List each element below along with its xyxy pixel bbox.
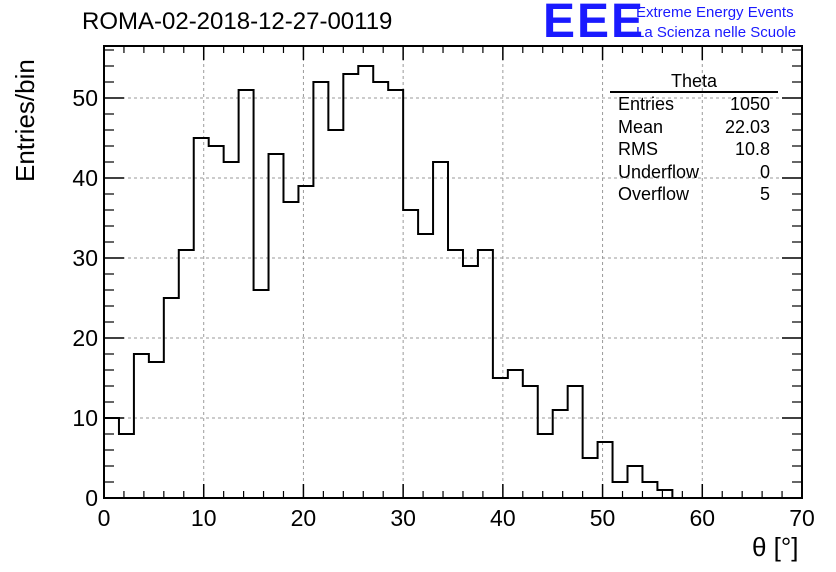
- histogram-bin: [493, 378, 508, 498]
- stat-value: 10.8: [734, 139, 770, 159]
- histogram-bin: [373, 82, 388, 498]
- y-tick-labels: 0 10 20 30 40 50: [72, 85, 98, 511]
- histogram-bin: [478, 250, 493, 498]
- y-tick-label: 40: [72, 165, 98, 191]
- stat-row-mean: Mean 22.03: [610, 116, 778, 139]
- x-tick-label: 30: [390, 505, 416, 531]
- x-tick-label: 0: [98, 505, 111, 531]
- histogram-bin: [523, 386, 538, 498]
- stat-label: Entries: [618, 94, 675, 114]
- histogram-bin: [463, 266, 478, 498]
- histogram-bin: [119, 434, 134, 498]
- histogram-bin: [358, 66, 373, 498]
- stat-label: RMS: [618, 139, 658, 159]
- x-tick-label: 20: [291, 505, 317, 531]
- histogram-bin: [508, 370, 523, 498]
- stat-row-overflow: Overflow 5: [610, 183, 778, 206]
- y-tick-label: 0: [85, 485, 98, 511]
- eee-logo: EEE: [543, 0, 646, 48]
- x-tick-label: 50: [590, 505, 616, 531]
- histogram-bin: [418, 234, 433, 498]
- histogram-bin: [628, 466, 643, 498]
- histogram-bin: [538, 434, 553, 498]
- x-tick-label: 70: [789, 505, 815, 531]
- histogram-bin: [164, 298, 179, 498]
- stat-label: Overflow: [618, 184, 690, 204]
- histogram-bin: [568, 386, 583, 498]
- histogram-bin: [598, 442, 613, 498]
- stat-value: 22.03: [724, 116, 770, 137]
- histogram-step-line: [104, 65, 688, 499]
- stat-label: Underflow: [618, 161, 700, 182]
- stat-row-underflow: Underflow 0: [610, 161, 778, 184]
- logo-caption-line1: Extreme Energy Events: [636, 4, 794, 21]
- histogram-bin: [224, 162, 239, 498]
- histogram-bin: [194, 138, 209, 498]
- histogram-bin: [283, 202, 298, 498]
- histogram-bin: [613, 482, 628, 498]
- y-tick-label: 20: [72, 325, 98, 351]
- y-tick-label: 50: [72, 85, 98, 111]
- chart-title: ROMA-02-2018-12-27-00119: [82, 8, 393, 35]
- histogram-bin: [388, 90, 403, 498]
- y-tick-label: 30: [72, 245, 98, 271]
- histogram-bin: [583, 458, 598, 498]
- histogram-bin: [179, 250, 194, 498]
- histogram-bin: [134, 354, 149, 498]
- grid-lines: [104, 46, 802, 498]
- stat-value: 5: [759, 184, 770, 204]
- histogram-bin: [104, 418, 119, 498]
- histogram-bin: [298, 186, 313, 498]
- histogram-bin: [433, 162, 448, 498]
- stat-value: 0: [759, 161, 770, 182]
- histogram-bin: [343, 74, 358, 498]
- stat-row-entries: Entries 1050: [610, 93, 778, 116]
- stat-row-rms: RMS 10.8: [610, 138, 778, 161]
- x-tick-labels: 0 10 20 30 40 50 60 70: [98, 505, 815, 531]
- x-tick-label: 40: [490, 505, 516, 531]
- stat-label: Mean: [618, 116, 664, 137]
- plot-frame: [103, 45, 803, 499]
- histogram-bin: [269, 154, 284, 498]
- y-tick-label: 10: [72, 405, 98, 431]
- histogram-bin: [313, 82, 328, 498]
- histogram-bin: [149, 362, 164, 498]
- histogram-bin: [254, 290, 269, 498]
- histogram-bin: [553, 410, 568, 498]
- histogram-bin: [642, 482, 657, 498]
- x-tick-label: 10: [191, 505, 217, 531]
- x-axis-label: θ [°]: [752, 532, 799, 562]
- histogram-bin: [657, 490, 672, 498]
- histogram-bin: [448, 250, 463, 498]
- stats-title: Theta: [610, 71, 778, 93]
- logo-caption: Extreme Energy Events La Scienza nelle S…: [636, 3, 796, 43]
- logo-caption-line2: La Scienza nelle Scuole: [636, 24, 797, 41]
- histogram-bins: [104, 66, 672, 498]
- x-tick-label: 60: [689, 505, 715, 531]
- histogram-bin: [239, 90, 254, 498]
- stat-value: 1050: [729, 94, 770, 114]
- y-axis-label: Entries/bin: [10, 59, 40, 182]
- histogram-bin: [328, 130, 343, 498]
- histogram-bin: [403, 210, 418, 498]
- stats-box: Theta Entries 1050 Mean 22.03 RMS 10.8 U…: [610, 71, 778, 206]
- histogram-bin: [209, 146, 224, 498]
